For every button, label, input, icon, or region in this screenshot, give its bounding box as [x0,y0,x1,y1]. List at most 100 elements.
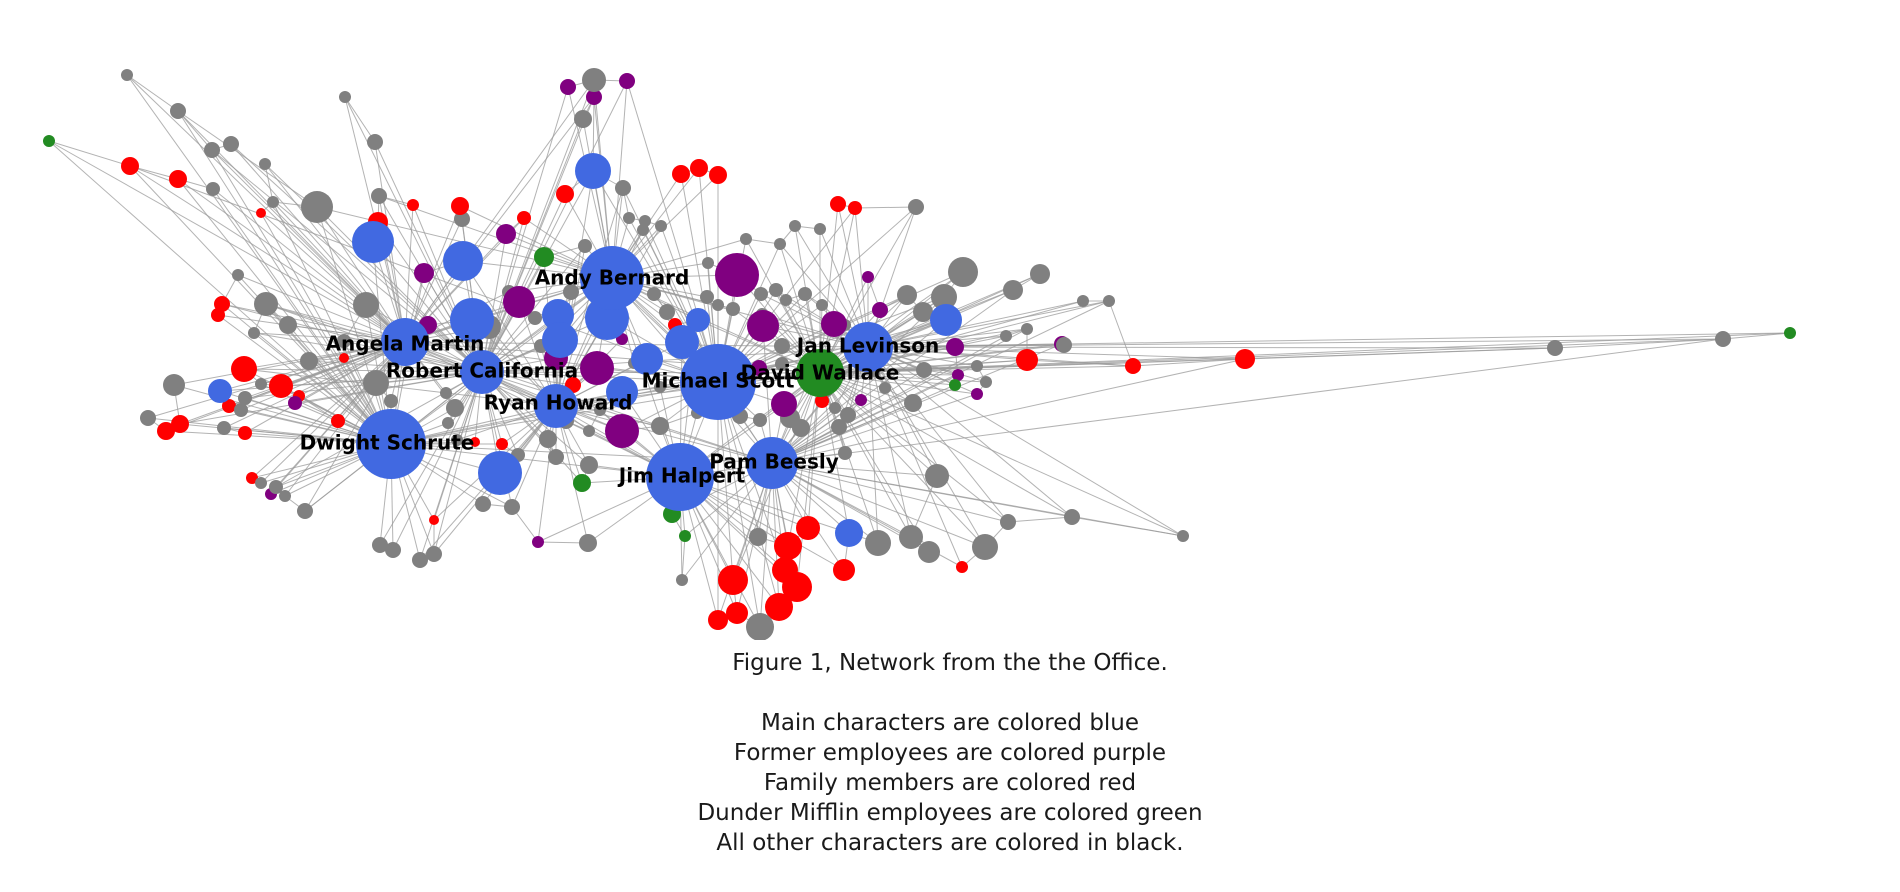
node-family-member [121,157,139,175]
node-family-member [833,559,855,581]
node-main-character [835,519,863,547]
network-edge [819,206,917,374]
node-main-character [665,325,699,359]
network-edge [177,110,318,208]
node-other-character [232,269,244,281]
node-family-member [815,394,829,408]
node-other-character [615,180,631,196]
network-edge [867,328,1028,348]
node-family-member [496,438,508,450]
node-other-character [712,299,724,311]
node-former-employee [771,391,797,417]
node-other-character [774,338,790,354]
node-main-character [542,299,574,331]
node-family-member [1125,358,1141,374]
node-family-member [269,374,293,398]
network-edge [867,332,1791,348]
node-family-member [556,185,574,203]
node-other-character [1000,514,1016,530]
node-other-character [647,287,661,301]
node-other-character [594,404,606,416]
network-edge [481,193,566,373]
node-other-character [700,290,714,304]
node-other-character [339,91,351,103]
network-edge [404,79,595,343]
character-network-graph: Andy Bernard Angela Martin Robert Californ… [43,68,1796,640]
node-family-member [256,208,266,218]
node-former-employee [751,360,767,376]
network-edge [867,346,912,538]
node-other-character [971,360,983,372]
node-other-character [654,381,666,393]
node-other-character [255,378,267,390]
network-edge [264,163,406,343]
node-other-character [623,212,635,224]
node-other-character [442,417,454,429]
node-other-character [789,220,801,232]
node-family-member [726,602,748,624]
node-other-character [426,546,442,562]
node-other-character [1056,337,1072,353]
label-pam-beesly: Pam Beesly [709,450,839,474]
node-family-member [331,414,345,428]
network-edge [244,341,406,434]
node-other-character [269,480,283,494]
node-former-employee [862,271,874,283]
network-edge [611,80,628,279]
node-former-employee [560,79,576,95]
node-other-character [1030,264,1050,284]
network-edge [481,346,869,373]
caption-spacer [0,678,1900,708]
network-edge [819,372,978,395]
node-ryan-howard [534,384,578,428]
node-former-employee [971,388,983,400]
network-edge [212,188,406,343]
network-edge [819,203,839,374]
network-edge [867,300,1110,348]
network-edge [771,338,1724,464]
network-edge [272,201,406,343]
node-former-employee [414,263,434,283]
node-other-character [676,574,688,586]
node-other-character [217,421,231,435]
node-other-character [279,490,291,502]
node-family-member [429,515,439,525]
label-andy-bernard: Andy Bernard [535,266,690,290]
network-edge [308,360,483,373]
node-main-character [443,241,483,281]
node-family-member [407,199,419,211]
node-other-character [746,613,774,640]
node-former-employee [747,310,779,342]
network-edge [392,371,483,551]
network-edge [717,381,761,628]
node-family-member [339,353,349,363]
label-ryan-howard: Ryan Howard [484,391,633,415]
network-edge [377,221,483,373]
node-former-employee [952,369,964,381]
node-family-member [238,426,252,440]
node-other-character [238,391,252,405]
network-edge [481,371,590,466]
network-nodes [43,68,1796,640]
node-dunder-mifflin-employee [949,379,961,391]
node-former-employee [496,224,516,244]
node-family-member [169,170,187,188]
node-other-character [1103,295,1115,307]
node-other-character [754,287,768,301]
node-family-member [171,415,189,433]
network-edge [378,195,613,279]
node-other-character [563,284,579,300]
network-edge [251,341,406,479]
node-other-character [255,477,267,489]
node-family-member [231,356,257,382]
node-other-character [925,464,949,488]
node-other-character [446,399,464,417]
node-other-character [528,311,542,325]
node-other-character [372,537,388,553]
caption-title: Figure 1, Network from the the Office. [732,650,1168,676]
network-edge [819,372,986,548]
node-other-character [254,292,278,316]
node-other-character [279,316,297,334]
node-other-character [1077,295,1089,307]
node-family-member [1016,349,1038,371]
